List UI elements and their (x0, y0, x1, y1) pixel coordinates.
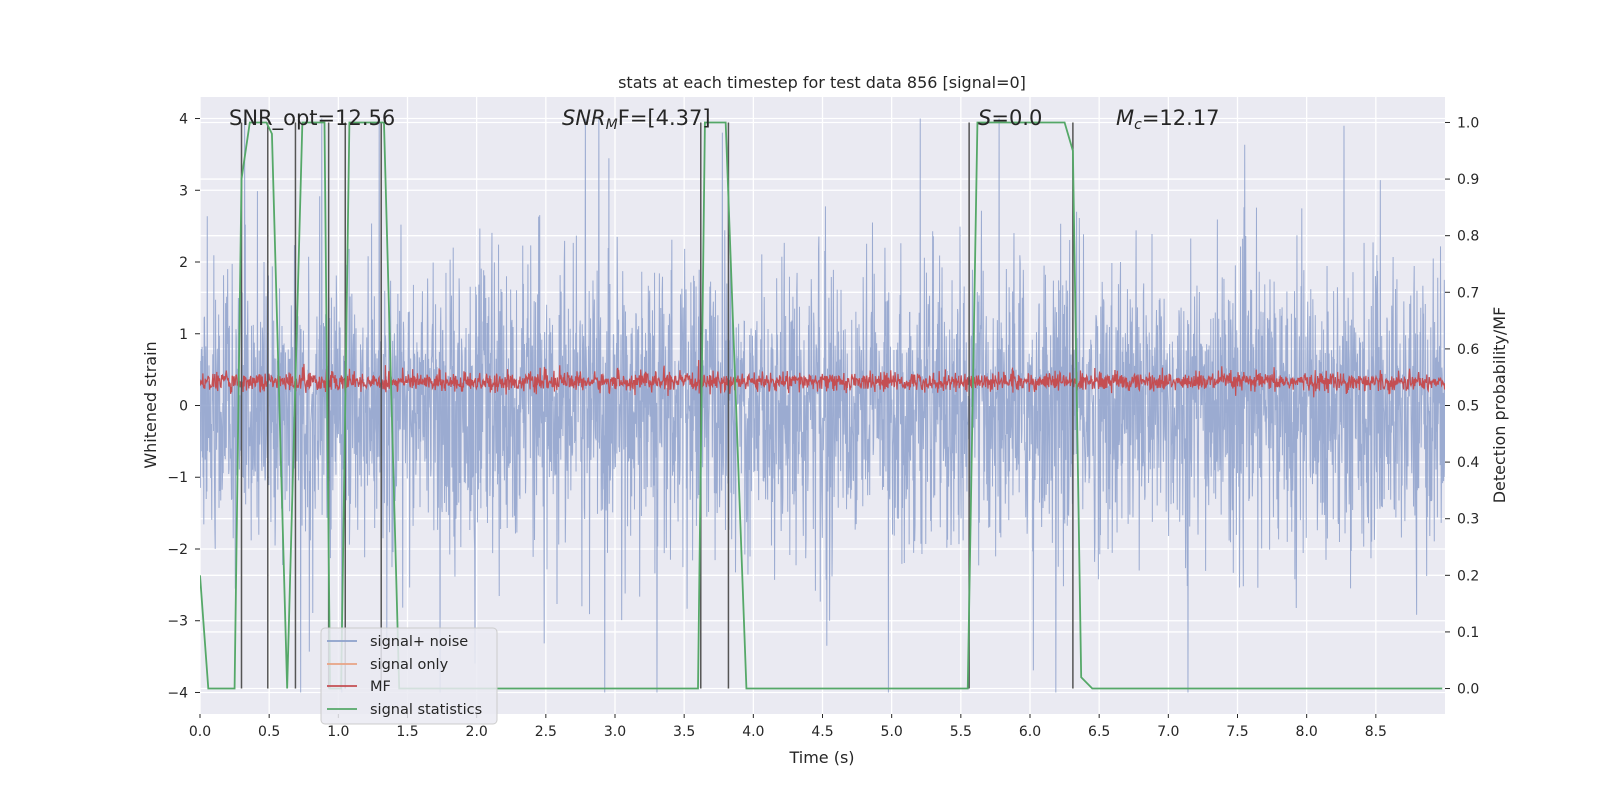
y-axis-left-label: Whitened strain (141, 341, 160, 468)
y-left-tick-label: −4 (167, 685, 188, 701)
legend-label: MF (370, 679, 391, 695)
y-right-tick-label: 0.4 (1457, 455, 1479, 471)
grid-lines (199, 97, 1445, 714)
x-tick-label: 5.5 (950, 724, 972, 740)
x-tick-label: 7.5 (1226, 724, 1248, 740)
y-right-tick-label: 1.0 (1457, 115, 1479, 131)
legend-item-signal-statistics: signal statistics (327, 702, 482, 718)
legend-label: signal only (370, 657, 449, 673)
annotation-mc: Mc=12.17 (1116, 106, 1220, 133)
y-right-tick-label: 0.1 (1457, 625, 1479, 641)
legend: signal+ noise signal only MF signal stat… (320, 627, 498, 725)
annotation-s: S=0.0 (978, 106, 1042, 130)
x-tick-label: 6.5 (1088, 724, 1110, 740)
y-left-tick-label: 4 (179, 112, 188, 128)
x-tick-label: 7.0 (1157, 724, 1179, 740)
x-tick-label: 6.0 (1019, 724, 1041, 740)
legend-label: signal statistics (370, 702, 482, 718)
legend-item-mf: MF (327, 679, 391, 695)
legend-label: signal+ noise (370, 634, 468, 650)
y-left-tick-label: −3 (167, 614, 188, 630)
x-tick-label: 1.5 (396, 724, 418, 740)
x-tick-label: 0.5 (258, 724, 280, 740)
x-tick-label: 8.5 (1365, 724, 1387, 740)
annotation-snr-opt: SNR_opt=12.56 (229, 106, 395, 131)
x-tick-label: 3.5 (673, 724, 695, 740)
x-tick-label: 2.5 (535, 724, 557, 740)
plot-content (200, 118, 1445, 693)
y-axis-left: 4 3 2 1 0 −1 −2 −3 −4 (167, 112, 200, 701)
x-axis: 0.0 0.5 1.0 1.5 2.0 2.5 3.0 3.5 4.0 4.5 5.0 5.5 6.0 6… (189, 714, 1387, 740)
y-right-tick-label: 0.5 (1457, 399, 1479, 415)
series-mf (200, 359, 1445, 398)
y-right-tick-label: 0.8 (1457, 229, 1479, 245)
series-signal-statistics (200, 121, 1443, 690)
x-tick-label: 3.0 (604, 724, 626, 740)
y-left-tick-label: −2 (167, 542, 188, 558)
x-tick-label: 4.5 (811, 724, 833, 740)
annotation-snr-mf: SNRMF=[4.37] (562, 106, 711, 133)
x-tick-label: 5.0 (881, 724, 903, 740)
y-left-tick-label: −1 (167, 470, 188, 486)
x-tick-label: 8.0 (1296, 724, 1318, 740)
y-left-tick-label: 1 (179, 327, 188, 343)
y-left-tick-label: 3 (179, 183, 188, 199)
y-right-tick-label: 0.6 (1457, 342, 1479, 358)
x-axis-label: Time (s) (788, 748, 854, 767)
x-tick-label: 0.0 (189, 724, 211, 740)
x-tick-label: 1.0 (327, 724, 349, 740)
x-tick-label: 4.0 (742, 724, 764, 740)
legend-item-signal-only: signal only (327, 657, 449, 673)
legend-box (320, 627, 498, 725)
y-right-tick-label: 0.3 (1457, 512, 1479, 528)
y-axis-right: 1.0 0.9 0.8 0.7 0.6 0.5 0.4 0.3 0.2 0.1 0.0 (1445, 115, 1479, 698)
y-right-tick-label: 0.7 (1457, 285, 1479, 301)
y-left-tick-label: 2 (179, 255, 188, 271)
y-right-tick-label: 0.2 (1457, 568, 1479, 584)
y-axis-right-label: Detection probability/MF (1490, 307, 1509, 504)
y-left-tick-label: 0 (179, 399, 188, 415)
y-right-tick-label: 0.0 (1457, 682, 1479, 698)
legend-item-signal-plus-noise: signal+ noise (327, 634, 468, 650)
y-right-tick-label: 0.9 (1457, 172, 1479, 188)
x-tick-label: 2.0 (466, 724, 488, 740)
series-signal-plus-noise (200, 118, 1445, 693)
chart-title: stats at each timestep for test data 856… (618, 73, 1026, 92)
